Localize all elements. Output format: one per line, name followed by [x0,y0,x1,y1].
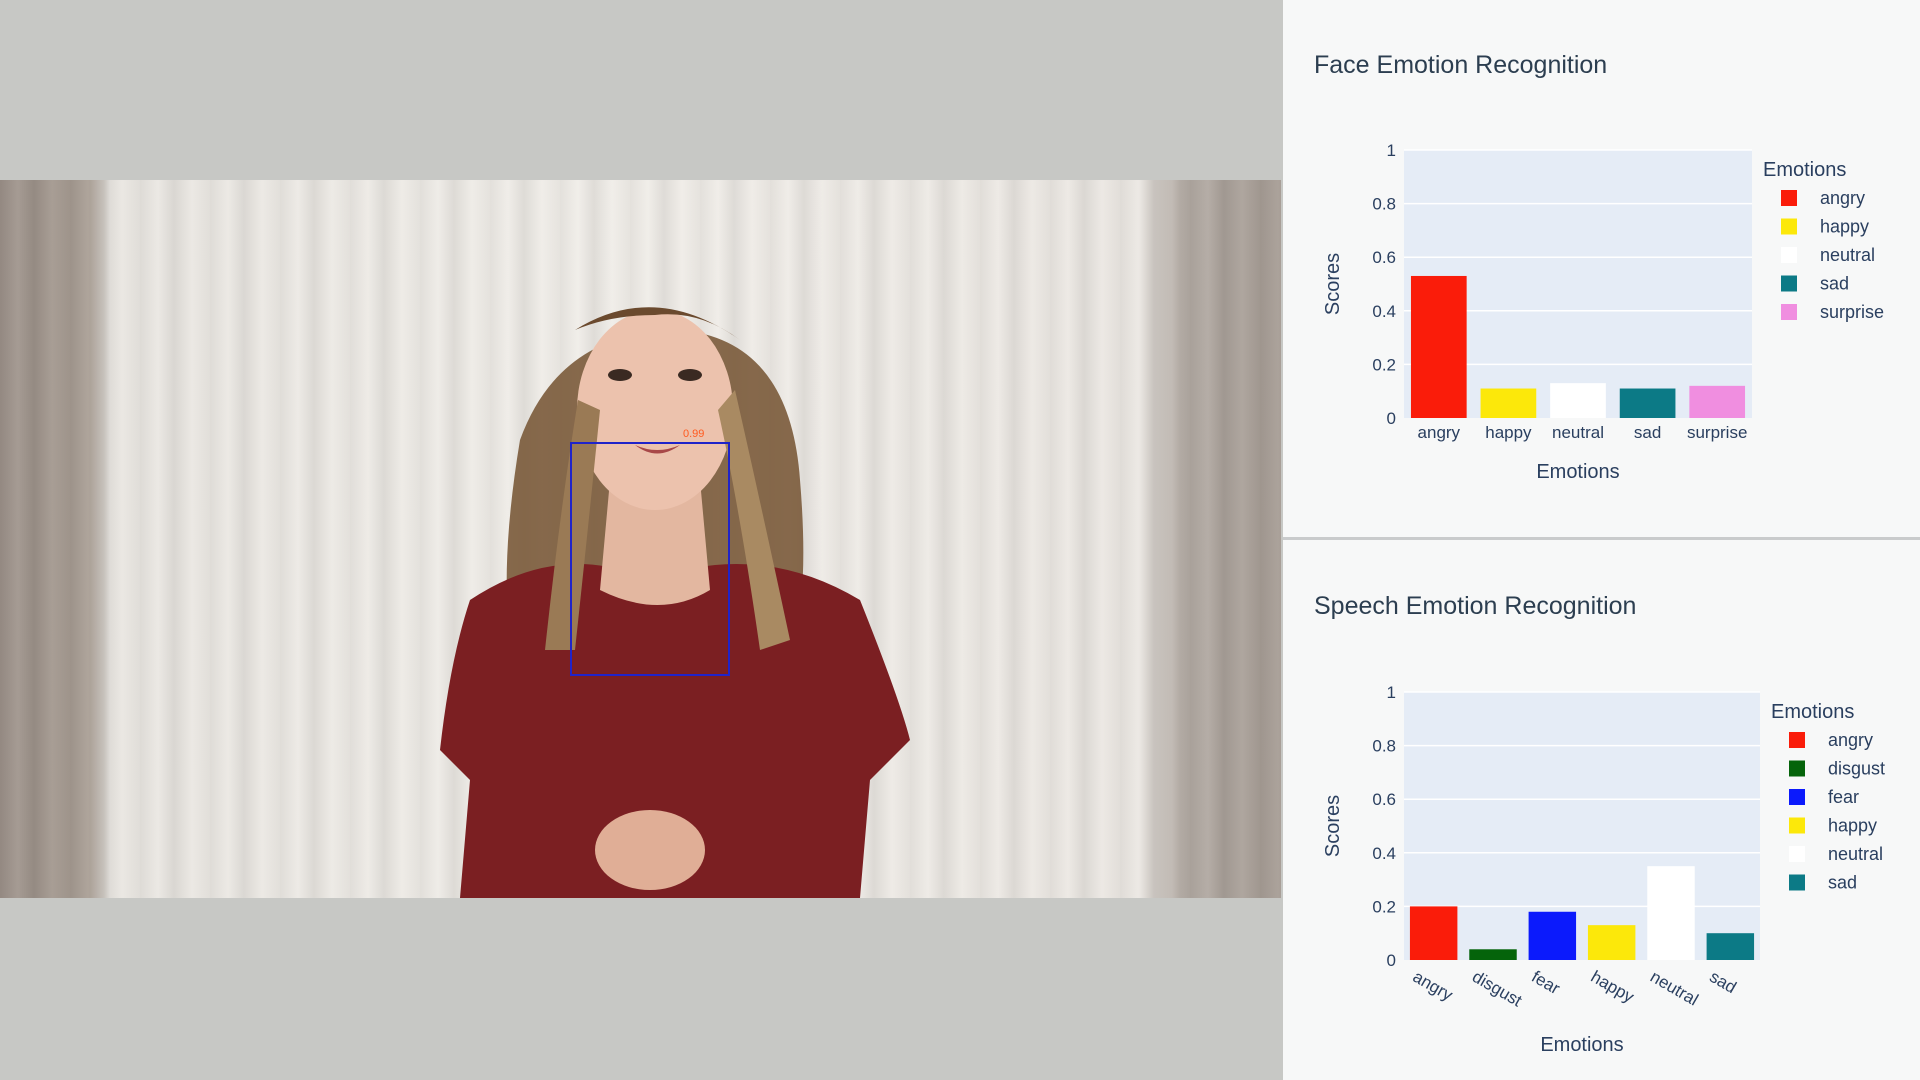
bar-sad [1619,388,1676,418]
legend-swatch-neutral [1781,247,1797,263]
bar-disgust [1469,949,1517,960]
x-tick-label: happy [1588,967,1638,1007]
legend-swatch-sad [1789,874,1805,891]
y-tick-label: 0.2 [1372,897,1396,916]
legend-item-neutral: neutral [1828,844,1883,864]
y-tick-label: 0.4 [1372,302,1396,321]
y-tick-label: 0 [1387,951,1396,970]
face-chart-title: Face Emotion Recognition [1314,51,1608,79]
x-tick-label: sad [1706,967,1739,997]
legend-item-sad: sad [1820,274,1849,294]
legend-item-disgust: disgust [1828,759,1885,779]
legend-item-angry: angry [1828,730,1873,750]
bar-angry [1409,906,1458,960]
x-axis-title: Emotions [1536,461,1619,483]
bar-angry [1410,275,1467,418]
face-detection-label: 0.99 [683,428,705,440]
legend-swatch-surprise [1781,304,1797,320]
legend-swatch-happy [1789,817,1805,834]
video-frame: 0.99 [0,180,1281,898]
y-tick-label: 1 [1387,683,1396,702]
legend-swatch-sad [1781,275,1797,292]
legend-swatch-happy [1781,218,1797,235]
video-area: 0.99 [0,180,1281,898]
bar-neutral [1550,383,1606,418]
panel-divider [1283,537,1920,540]
legend-swatch-neutral [1789,846,1805,862]
legend-item-fear: fear [1828,787,1859,807]
x-tick-label: fear [1528,967,1563,998]
bar-happy [1587,925,1636,960]
y-tick-label: 0 [1387,409,1396,428]
x-tick-label: neutral [1552,423,1604,442]
y-tick-label: 0.8 [1372,737,1396,756]
x-tick-label: sad [1634,423,1661,442]
emotion-charts-panel: Face Emotion Recognition 0 0.2 0.4 0.6 0.8 1 a… [1283,0,1920,1080]
bar-sad [1706,933,1755,960]
x-tick-label: happy [1485,423,1532,442]
legend-swatch-angry [1789,732,1805,748]
face-detection-box [570,442,730,676]
bar-neutral [1647,866,1695,960]
legend-title: Emotions [1771,701,1854,723]
y-axis-title: Scores [1322,795,1344,857]
y-tick-label: 0.8 [1372,195,1396,214]
legend-swatch-angry [1781,190,1797,206]
bar-surprise [1689,385,1746,418]
legend-item-happy: happy [1820,217,1869,237]
legend-item-happy: happy [1828,816,1877,836]
legend-title: Emotions [1763,159,1846,181]
y-tick-label: 0.6 [1372,248,1396,267]
x-axis-title: Emotions [1540,1034,1623,1056]
legend-swatch-fear [1789,789,1805,805]
y-tick-label: 0.6 [1372,790,1396,809]
bar-fear [1528,911,1577,960]
legend-swatch-disgust [1789,760,1805,777]
legend-item-neutral: neutral [1820,245,1875,265]
y-tick-label: 0.2 [1372,355,1396,374]
bar-happy [1480,388,1537,418]
legend-item-angry: angry [1820,188,1865,208]
plot-background [1404,692,1760,960]
x-tick-label: neutral [1647,967,1702,1009]
x-tick-label: disgust [1469,967,1525,1011]
x-tick-label: angry [1410,967,1457,1005]
person-figure [440,307,910,898]
speech-chart-title: Speech Emotion Recognition [1314,592,1637,620]
x-tick-label: angry [1418,423,1461,442]
y-tick-label: 0.4 [1372,844,1396,863]
y-tick-label: 1 [1387,141,1396,160]
face-emotion-chart: 0 0.2 0.4 0.6 0.8 1 angry happy neutral sad surpri… [1322,141,1884,483]
y-axis-title: Scores [1322,253,1344,315]
legend-item-surprise: surprise [1820,302,1884,322]
legend-item-sad: sad [1828,873,1857,893]
x-tick-label: surprise [1687,423,1747,442]
